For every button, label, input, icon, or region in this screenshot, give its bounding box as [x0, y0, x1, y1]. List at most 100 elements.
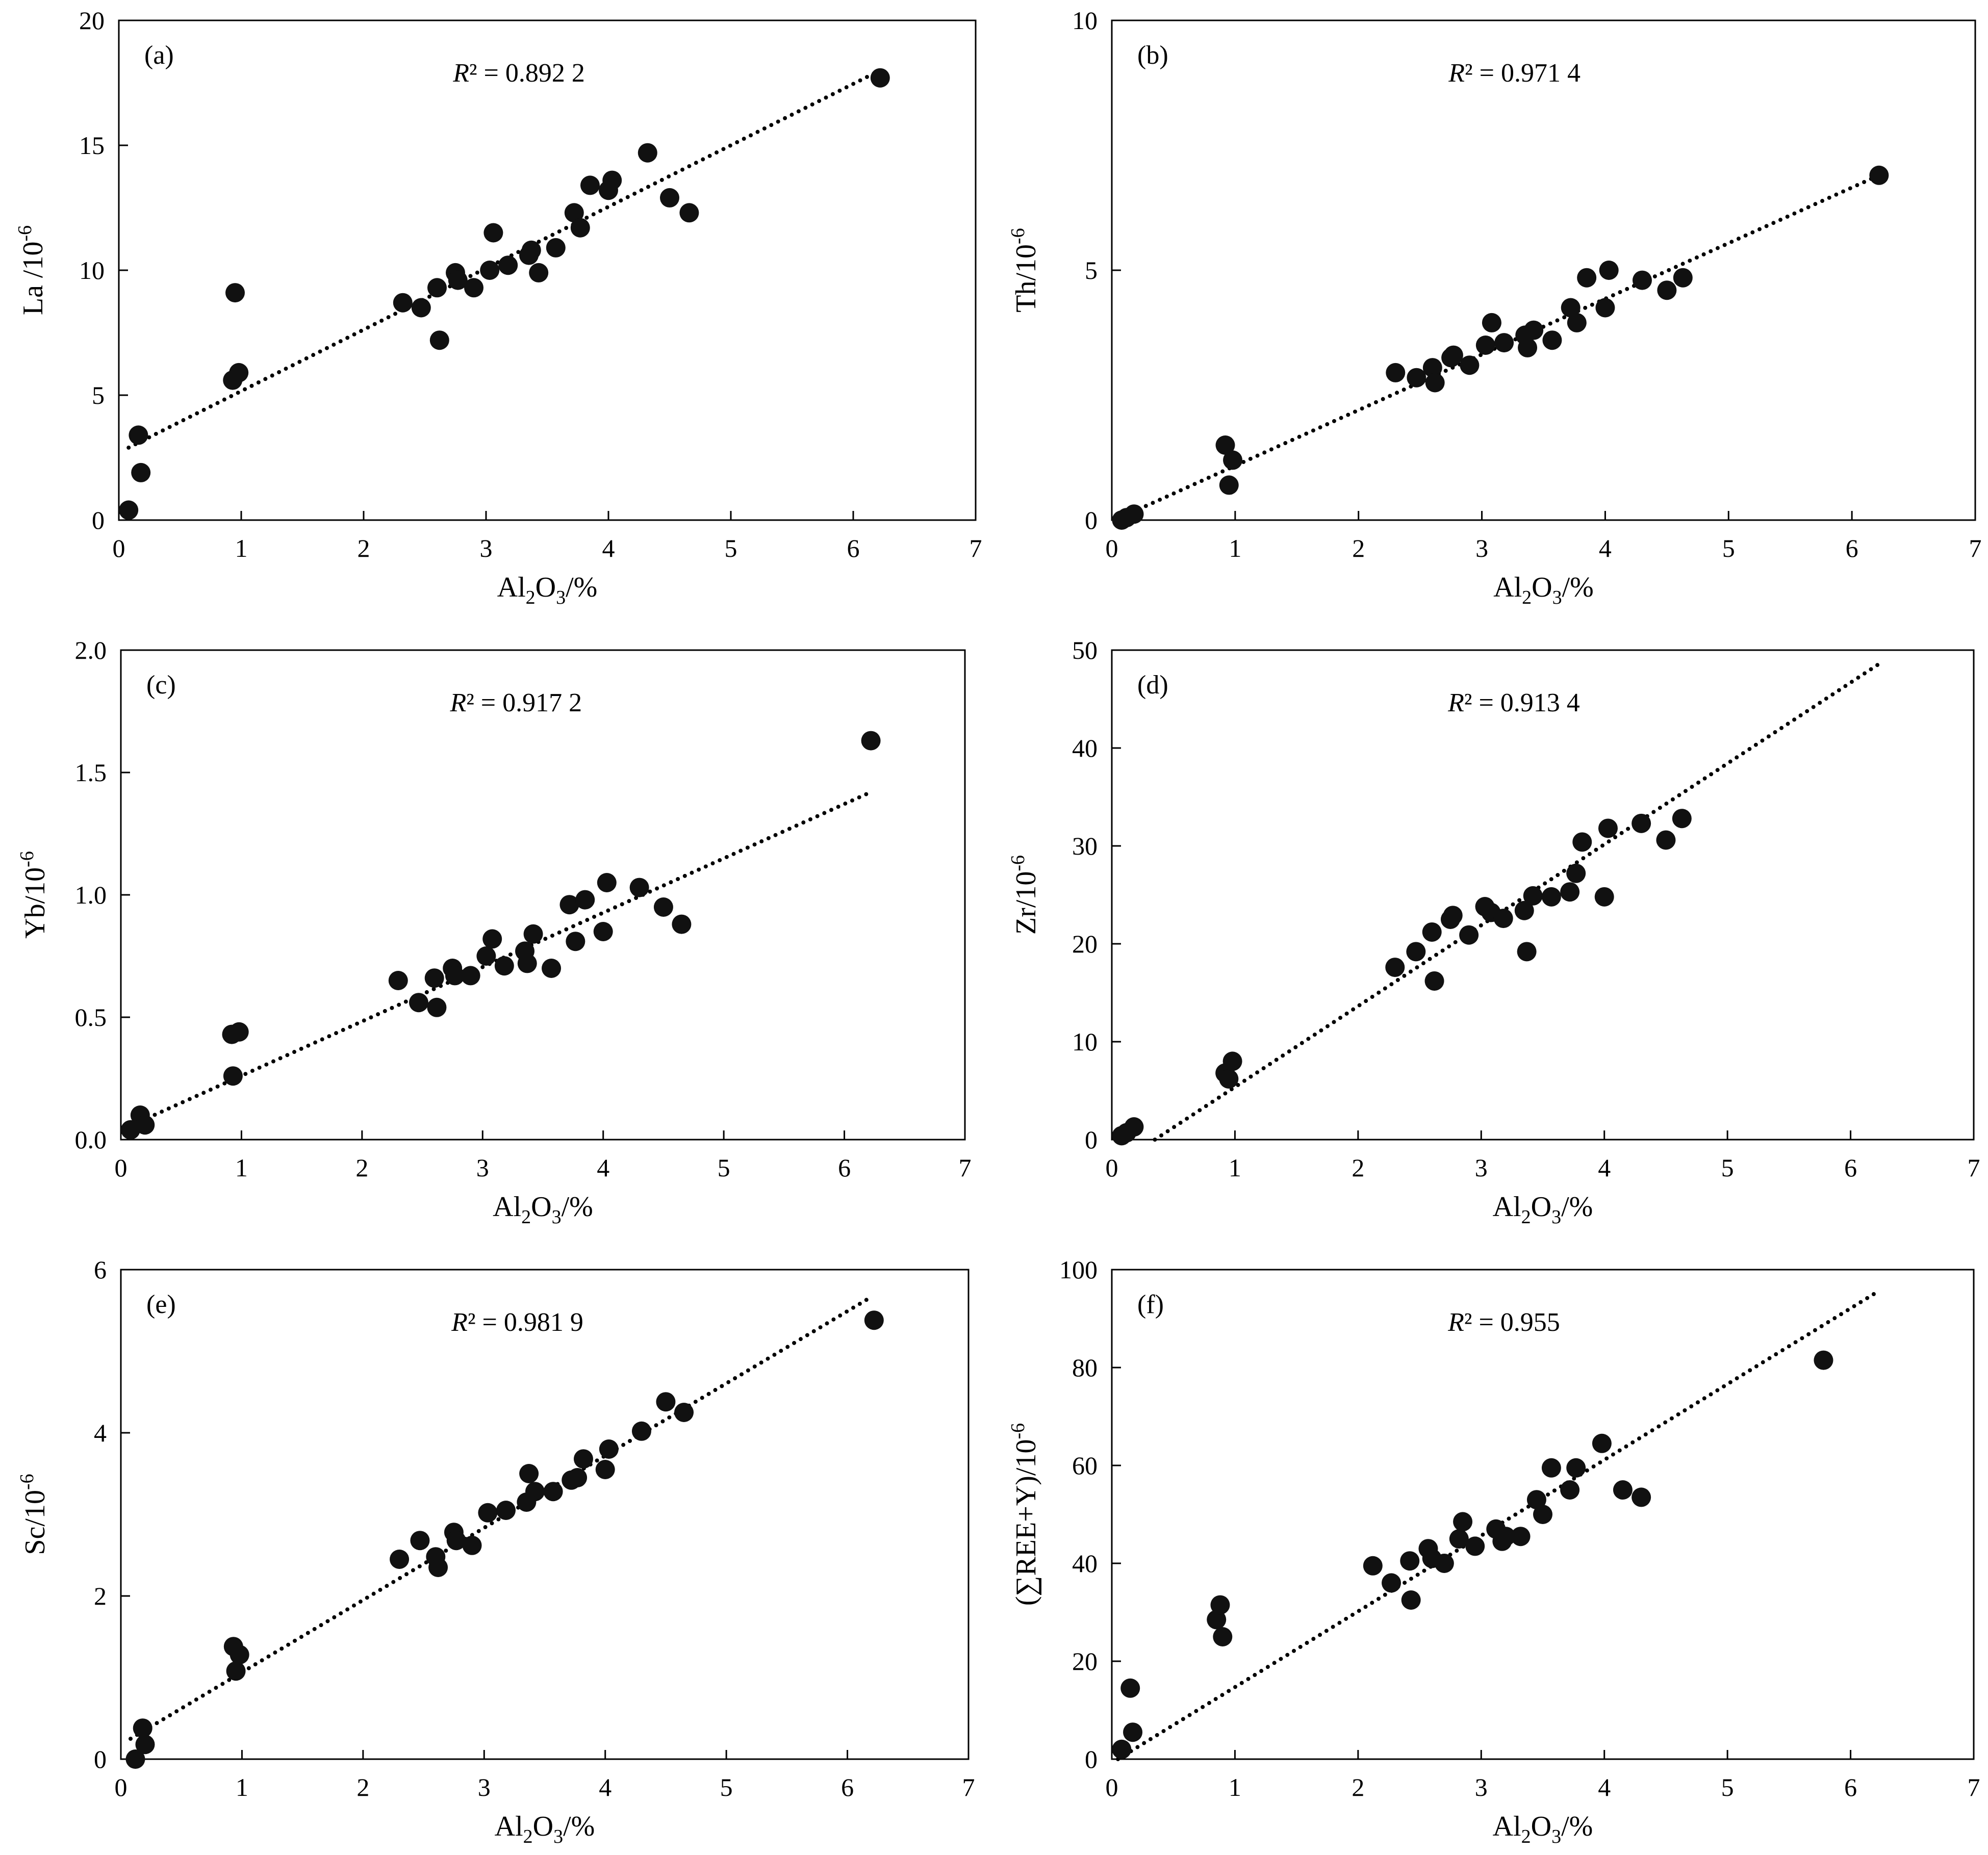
x-tick-label: 7 — [1969, 534, 1982, 562]
y-tick-label: 0 — [1085, 506, 1098, 534]
data-point — [464, 278, 483, 298]
data-point — [1207, 1610, 1227, 1630]
data-point — [1511, 1527, 1531, 1547]
x-tick-label: 5 — [720, 1773, 733, 1801]
x-tick-label: 6 — [841, 1773, 854, 1801]
x-tick-label: 0 — [115, 1773, 128, 1801]
data-point — [229, 363, 249, 382]
data-point — [1632, 1487, 1651, 1507]
x-tick-label: 1 — [235, 534, 248, 562]
data-point — [388, 971, 408, 990]
data-point — [1425, 373, 1445, 393]
data-point — [1542, 330, 1562, 350]
data-point — [494, 956, 514, 976]
data-point — [225, 283, 245, 303]
x-tick-label: 7 — [1968, 1773, 1980, 1801]
data-point — [1566, 1458, 1586, 1478]
trendline — [124, 790, 873, 1129]
y-tick-label: 20 — [79, 6, 105, 35]
y-tick-label: 10 — [79, 256, 105, 285]
data-point — [568, 1468, 588, 1487]
panel-label: (e) — [146, 1290, 176, 1319]
data-point — [1493, 909, 1513, 929]
x-tick-label: 7 — [962, 1773, 975, 1801]
x-axis-label: Al2O3/% — [497, 572, 598, 608]
x-tick-label: 5 — [1722, 534, 1735, 562]
x-tick-label: 2 — [355, 1153, 368, 1182]
data-point — [409, 993, 428, 1013]
x-tick-label: 5 — [1721, 1773, 1734, 1801]
x-tick-label: 7 — [1968, 1153, 1980, 1182]
y-tick-label: 2.0 — [75, 636, 107, 664]
x-tick-label: 6 — [847, 534, 860, 562]
data-point — [1599, 261, 1619, 280]
x-tick-label: 3 — [1475, 534, 1488, 562]
data-point — [131, 462, 151, 482]
data-point — [1449, 1529, 1469, 1549]
y-tick-label: 40 — [1072, 734, 1098, 762]
data-point — [1123, 1722, 1143, 1742]
data-point — [864, 1310, 884, 1330]
data-point — [1401, 1590, 1421, 1610]
data-point — [1465, 1536, 1485, 1556]
data-point — [1560, 882, 1580, 902]
x-tick-label: 6 — [1844, 1153, 1857, 1182]
data-point — [135, 1735, 155, 1755]
data-point — [580, 175, 600, 195]
data-point — [1482, 313, 1501, 332]
data-point — [1598, 818, 1618, 838]
y-tick-label: 20 — [1072, 930, 1098, 958]
data-point — [1567, 313, 1587, 332]
x-tick-label: 4 — [599, 1773, 611, 1801]
data-point — [593, 922, 613, 941]
panel-5: 0 1 2 3 4 5 6 7 0 2 4 6 (e) R² = 0.981 9 Al2O3/% Sc/10-… — [16, 1255, 975, 1847]
data-point — [1523, 886, 1543, 906]
r-squared-annotation: R² = 0.981 9 — [451, 1308, 583, 1337]
x-tick-label: 6 — [838, 1153, 851, 1182]
data-point — [638, 143, 657, 163]
x-tick-label: 2 — [1352, 1773, 1364, 1801]
x-tick-label: 4 — [1598, 1153, 1611, 1182]
data-point — [226, 1661, 246, 1681]
y-tick-label: 0 — [1085, 1125, 1098, 1154]
y-tick-label: 10 — [1072, 6, 1098, 35]
data-point — [1424, 971, 1444, 991]
x-tick-label: 7 — [970, 534, 982, 562]
data-point — [429, 330, 449, 350]
data-point — [672, 914, 692, 934]
data-point — [1632, 270, 1652, 290]
data-point — [1541, 887, 1561, 907]
data-point — [478, 1503, 498, 1523]
y-tick-label: 1.5 — [75, 758, 107, 787]
panel-2: 0 1 2 3 4 5 6 7 0 5 10 (b) R² = 0.971 4 Al2O3/% Th/10-… — [1007, 6, 1982, 608]
x-tick-label: 0 — [113, 534, 125, 562]
y-tick-label: 0.0 — [75, 1125, 107, 1154]
y-axis-label: Yb/10-6 — [16, 851, 51, 939]
data-point — [1595, 298, 1615, 318]
y-tick-label: 0.5 — [75, 1003, 107, 1032]
data-point — [223, 1066, 243, 1086]
y-tick-label: 100 — [1059, 1255, 1098, 1284]
data-point — [1560, 1480, 1580, 1500]
data-point — [411, 298, 431, 318]
data-point — [1657, 280, 1677, 300]
y-tick-label: 0 — [94, 1745, 107, 1773]
data-point — [1517, 942, 1537, 962]
data-point — [523, 924, 543, 944]
x-tick-label: 2 — [1352, 534, 1365, 562]
data-point — [1124, 504, 1144, 524]
x-tick-label: 0 — [1106, 1773, 1118, 1801]
x-tick-label: 2 — [356, 1773, 369, 1801]
x-tick-label: 3 — [476, 1153, 489, 1182]
x-tick-label: 6 — [1846, 534, 1858, 562]
y-axis-label: Sc/10-6 — [16, 1474, 51, 1555]
x-tick-label: 0 — [115, 1153, 128, 1182]
x-axis-label: Al2O3/% — [1493, 1191, 1593, 1228]
x-tick-label: 0 — [1106, 1153, 1118, 1182]
x-tick-label: 5 — [1721, 1153, 1734, 1182]
x-tick-label: 6 — [1844, 1773, 1857, 1801]
x-tick-label: 1 — [235, 1153, 248, 1182]
data-point — [573, 1449, 593, 1469]
x-tick-label: 3 — [478, 1773, 491, 1801]
